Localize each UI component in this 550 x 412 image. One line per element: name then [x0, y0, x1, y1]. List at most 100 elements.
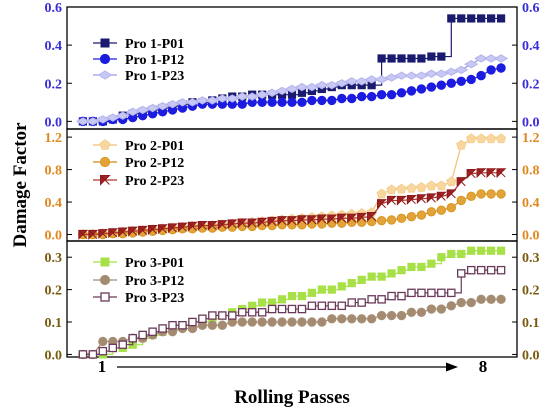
data-point: [406, 182, 417, 193]
data-point: [376, 216, 387, 226]
data-point: [496, 14, 506, 23]
data-point: [456, 269, 466, 278]
y-tick-label-left: 0.0: [45, 348, 63, 363]
data-point: [138, 330, 147, 340]
data-point: [357, 275, 366, 284]
data-point: [407, 262, 416, 272]
y-tick-label-right: 0.4: [522, 39, 540, 54]
data-point: [118, 227, 129, 238]
legend-label: Pro 2-P23: [125, 174, 184, 189]
data-point: [277, 317, 287, 327]
data-point: [356, 314, 367, 324]
data-point: [327, 285, 336, 294]
data-point: [105, 113, 120, 122]
data-point: [417, 54, 426, 63]
data-point: [396, 213, 407, 223]
legend-marker: [99, 139, 111, 150]
data-point: [416, 307, 427, 317]
y-tick-label-left: 0.4: [45, 196, 63, 211]
data-point: [347, 93, 357, 104]
data-point: [446, 78, 456, 88]
data-point: [267, 97, 277, 108]
y-tick-label-left: 0.3: [45, 251, 63, 266]
data-point: [177, 222, 188, 233]
data-point: [496, 246, 506, 255]
data-point: [337, 301, 347, 311]
data-point: [466, 265, 476, 275]
data-point: [447, 288, 456, 298]
legend-marker: [100, 175, 111, 186]
data-point: [377, 295, 386, 304]
data-point: [257, 317, 267, 327]
data-point: [487, 14, 496, 23]
data-point: [416, 84, 427, 94]
y-tick-label-left: 0.2: [45, 284, 63, 299]
data-point: [387, 269, 396, 278]
data-point: [208, 311, 217, 320]
legend-marker: [100, 292, 110, 302]
data-point: [426, 207, 437, 217]
y-tick-label-right: 1.2: [522, 131, 540, 146]
data-point: [426, 82, 437, 92]
data-point: [357, 298, 366, 307]
data-point: [476, 294, 486, 305]
data-point: [396, 88, 407, 98]
panel-frame: [66, 240, 518, 358]
legend-marker: [97, 70, 113, 80]
data-point: [367, 272, 376, 281]
data-point: [356, 91, 367, 102]
data-point: [327, 314, 337, 324]
data-point: [85, 117, 100, 126]
y-tick-label-left: 0.0: [45, 115, 63, 130]
data-point: [466, 169, 477, 179]
data-point: [417, 288, 426, 298]
data-point: [257, 217, 268, 228]
data-point: [287, 304, 297, 314]
y-tick-label-left: 1.2: [45, 131, 63, 146]
data-point: [225, 94, 240, 103]
data-point: [427, 52, 436, 61]
data-point: [148, 225, 158, 235]
data-point: [457, 14, 466, 23]
data-point: [416, 182, 427, 192]
data-point: [496, 265, 506, 275]
data-point: [257, 97, 267, 108]
data-point: [397, 266, 406, 275]
data-point: [466, 297, 476, 308]
data-point: [297, 317, 307, 327]
data-point: [426, 304, 437, 314]
data-point: [297, 215, 308, 226]
data-point: [493, 54, 509, 63]
data-point: [257, 308, 267, 317]
data-point: [496, 189, 506, 199]
data-point: [307, 317, 317, 327]
legend-label: Pro 1-P23: [125, 69, 184, 84]
data-point: [397, 54, 406, 63]
data-point: [376, 188, 387, 199]
data-point: [267, 304, 277, 314]
data-point: [277, 304, 287, 314]
data-point: [456, 177, 467, 188]
data-point: [337, 282, 346, 291]
data-point: [434, 69, 449, 78]
data-point: [426, 180, 437, 191]
x-axis-label: Rolling Passes: [234, 387, 350, 408]
data-point: [454, 65, 469, 75]
data-point: [178, 320, 187, 330]
y-tick-label-right: 0.0: [522, 229, 540, 244]
data-point: [185, 98, 200, 107]
data-point: [207, 220, 218, 231]
data-point: [148, 327, 157, 336]
data-point: [247, 218, 258, 229]
data-point: [486, 65, 496, 75]
data-point: [247, 308, 257, 317]
data-point: [476, 168, 487, 179]
data-point: [406, 195, 417, 205]
data-point: [317, 301, 327, 311]
data-point: [128, 333, 137, 343]
data-point: [377, 199, 387, 209]
data-point: [327, 301, 337, 311]
data-point: [467, 14, 476, 23]
data-point: [374, 75, 389, 84]
